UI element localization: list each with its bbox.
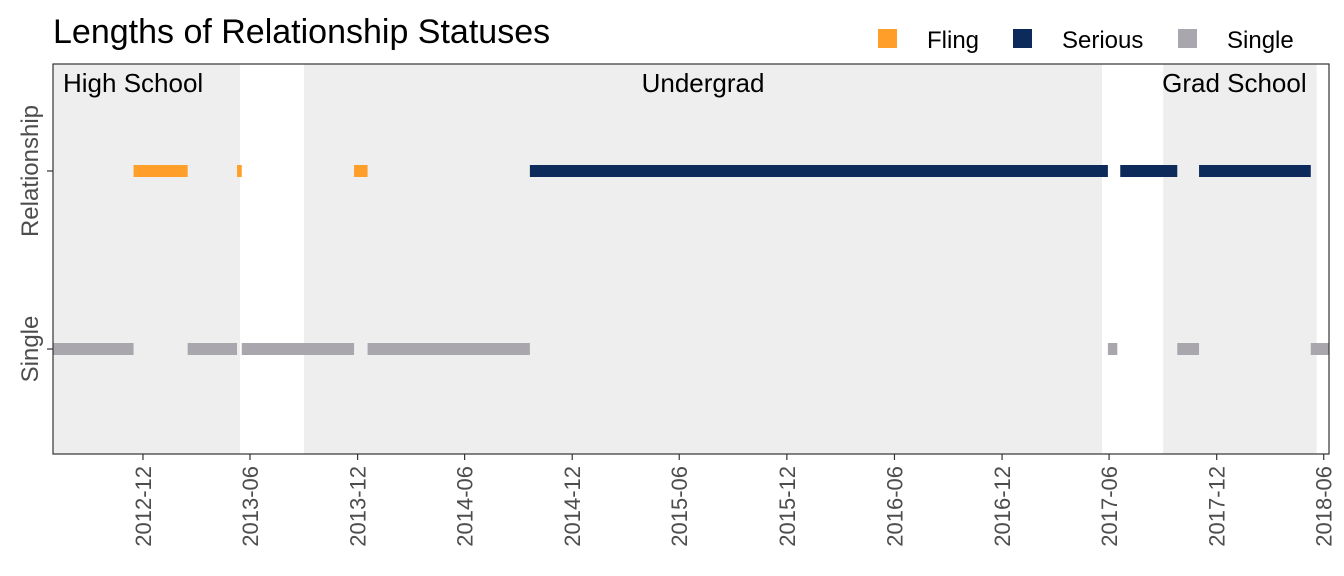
period-label: Grad School	[1162, 68, 1307, 98]
x-tick-label: 2017-06	[1097, 466, 1122, 547]
period-label: High School	[63, 68, 203, 98]
period-band	[1163, 64, 1317, 454]
segment-single	[187, 343, 238, 355]
segment-fling	[354, 165, 368, 177]
legend: Fling Serious Single	[878, 27, 1294, 54]
x-tick-label: 2014-06	[453, 466, 478, 547]
legend-swatch-fling	[878, 29, 897, 48]
segment-single	[53, 343, 134, 355]
segment-serious	[1199, 165, 1311, 177]
status-segments	[53, 165, 1329, 355]
x-tick-label: 2017-12	[1205, 466, 1230, 547]
segment-fling	[133, 165, 188, 177]
x-tick-label: 2012-12	[131, 466, 156, 547]
x-tick-label: 2015-06	[667, 466, 692, 547]
legend-swatch-single	[1178, 29, 1197, 48]
legend-label: Serious	[1062, 27, 1143, 54]
x-axis: 2012-12 2013-06 2013-12 2014-06 2014-12 2015-…	[131, 454, 1337, 547]
legend-label: Fling	[927, 27, 979, 54]
x-tick-label: 2013-12	[346, 466, 371, 547]
x-tick-label: 2018-06	[1312, 466, 1337, 547]
period-bands: High School Undergrad Grad School	[53, 64, 1317, 454]
x-tick-label: 2016-12	[990, 466, 1015, 547]
segment-single	[1310, 343, 1329, 355]
chart-title: Lengths of Relationship Statuses	[53, 13, 550, 51]
segment-single	[367, 343, 530, 355]
x-tick-label: 2015-12	[775, 466, 800, 547]
segment-serious	[529, 165, 1108, 177]
plot-panel-border	[52, 63, 1330, 455]
x-tick-label: 2016-06	[882, 466, 907, 547]
segment-serious	[1120, 165, 1178, 177]
segment-single	[241, 343, 355, 355]
y-tick-label: Relationship	[17, 105, 44, 237]
y-tick-label: Single	[17, 316, 44, 383]
legend-label: Single	[1227, 27, 1294, 54]
legend-swatch-serious	[1013, 29, 1032, 48]
period-label: Undergrad	[642, 68, 765, 98]
x-tick-label: 2014-12	[560, 466, 585, 547]
segment-single	[1107, 343, 1118, 355]
x-tick-label: 2013-06	[238, 466, 263, 547]
y-axis: Single Relationship	[17, 105, 53, 382]
segment-fling	[237, 165, 242, 177]
period-band	[53, 64, 240, 454]
period-band	[304, 64, 1103, 454]
segment-single	[1177, 343, 1200, 355]
